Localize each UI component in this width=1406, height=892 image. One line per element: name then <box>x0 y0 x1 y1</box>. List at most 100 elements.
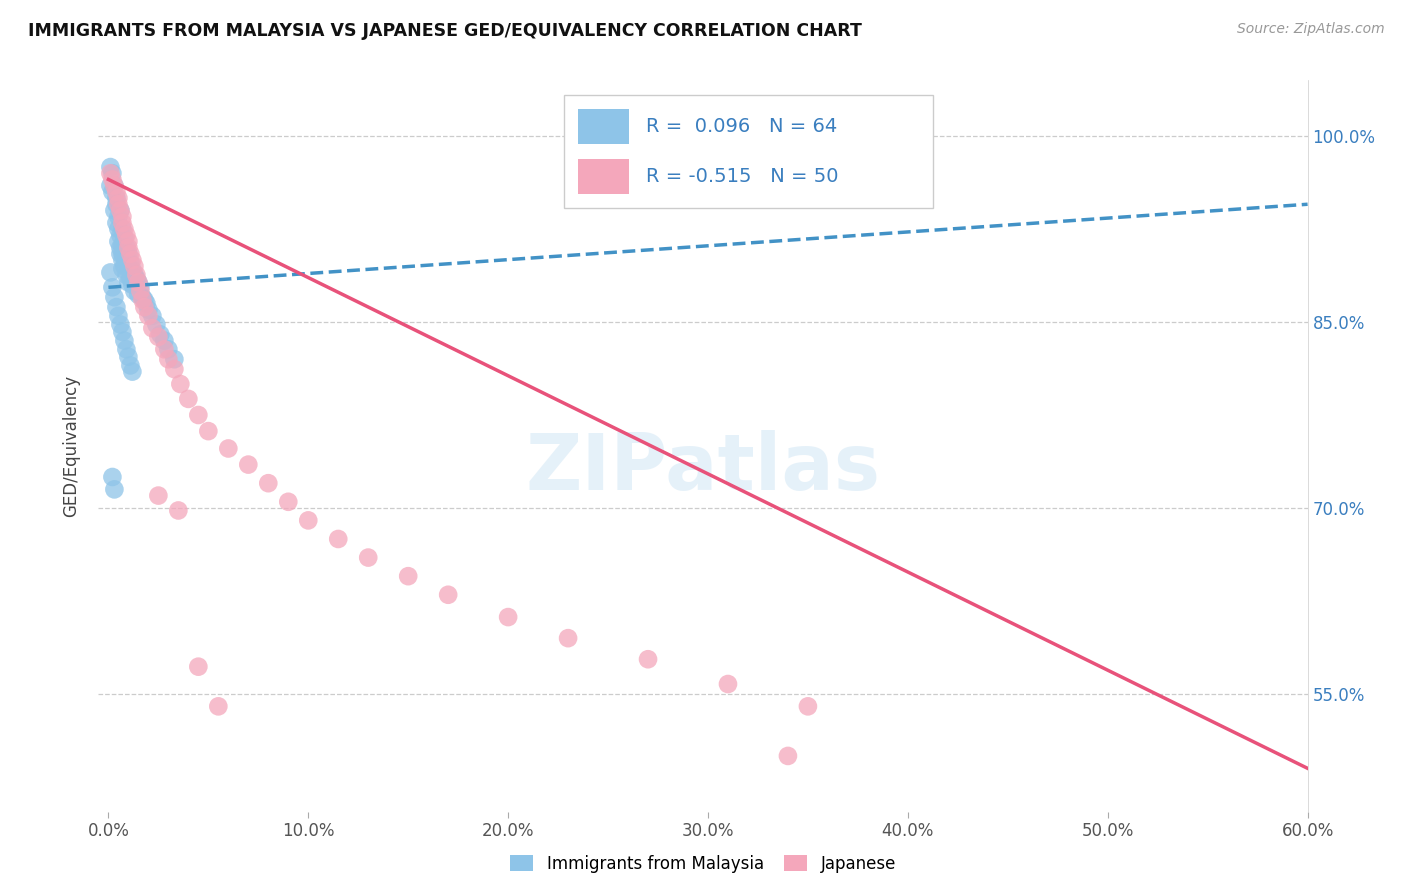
Point <box>105 185 128 199</box>
Point <box>111 253 134 268</box>
Point <box>110 203 132 218</box>
Point <box>107 222 129 236</box>
Point <box>101 280 124 294</box>
Point <box>111 222 134 236</box>
Point <box>117 350 139 364</box>
Point <box>131 290 153 304</box>
Point <box>101 470 124 484</box>
Point <box>134 300 156 314</box>
Point <box>127 276 149 290</box>
Point <box>100 160 122 174</box>
Point <box>121 365 143 379</box>
Point <box>148 489 170 503</box>
Point <box>277 495 299 509</box>
Point <box>103 483 125 497</box>
FancyBboxPatch shape <box>578 159 630 194</box>
Point <box>112 231 135 245</box>
Point <box>115 241 138 255</box>
Point <box>111 210 134 224</box>
Point <box>103 203 125 218</box>
Point <box>121 263 143 277</box>
Point <box>117 259 139 273</box>
Point <box>100 166 122 180</box>
Point <box>101 185 124 199</box>
Point <box>238 458 260 472</box>
Point <box>187 408 209 422</box>
Point <box>100 178 122 193</box>
Point <box>157 343 180 357</box>
Point <box>115 228 138 243</box>
Point <box>437 588 460 602</box>
Point <box>357 550 380 565</box>
Text: R =  0.096   N = 64: R = 0.096 N = 64 <box>647 117 838 136</box>
FancyBboxPatch shape <box>564 95 932 209</box>
Point <box>115 268 138 282</box>
Point <box>111 216 134 230</box>
Point <box>131 293 153 307</box>
Point <box>112 259 135 273</box>
Point <box>217 442 239 456</box>
Point <box>557 631 579 645</box>
Point <box>163 352 186 367</box>
Point <box>328 532 350 546</box>
Point <box>111 325 134 339</box>
Legend: Immigrants from Malaysia, Japanese: Immigrants from Malaysia, Japanese <box>503 848 903 880</box>
Point <box>167 503 190 517</box>
Point <box>153 334 176 348</box>
Point <box>396 569 419 583</box>
Point <box>100 265 122 279</box>
Point <box>134 293 156 307</box>
Point <box>121 277 143 292</box>
Point <box>110 203 132 218</box>
Point <box>125 268 148 282</box>
Point <box>117 241 139 255</box>
Point <box>110 247 132 261</box>
Point <box>157 352 180 367</box>
Point <box>297 513 319 527</box>
Point <box>129 280 152 294</box>
Point <box>110 228 132 243</box>
Point <box>177 392 200 406</box>
Point <box>111 261 134 276</box>
Point <box>496 610 519 624</box>
Point <box>101 166 124 180</box>
Point <box>135 296 157 310</box>
Text: IMMIGRANTS FROM MALAYSIA VS JAPANESE GED/EQUIVALENCY CORRELATION CHART: IMMIGRANTS FROM MALAYSIA VS JAPANESE GED… <box>28 22 862 40</box>
Text: ZIPatlas: ZIPatlas <box>526 430 880 506</box>
Text: Source: ZipAtlas.com: Source: ZipAtlas.com <box>1237 22 1385 37</box>
Point <box>257 476 280 491</box>
Point <box>124 268 146 282</box>
Point <box>103 178 125 193</box>
Point <box>145 318 167 332</box>
Y-axis label: GED/Equivalency: GED/Equivalency <box>62 375 80 517</box>
Point <box>120 247 142 261</box>
Point <box>105 197 128 211</box>
Point <box>115 253 138 268</box>
Point <box>207 699 229 714</box>
Point <box>153 343 176 357</box>
Point <box>107 210 129 224</box>
Point <box>107 309 129 323</box>
Point <box>797 699 820 714</box>
Text: R = -0.515   N = 50: R = -0.515 N = 50 <box>647 167 838 186</box>
Point <box>110 318 132 332</box>
Point <box>110 241 132 255</box>
Point <box>129 284 152 298</box>
Point <box>120 271 142 285</box>
Point <box>112 334 135 348</box>
Point <box>148 330 170 344</box>
Point <box>105 216 128 230</box>
Point <box>149 327 172 342</box>
Point <box>637 652 659 666</box>
Point <box>105 300 128 314</box>
Point <box>111 247 134 261</box>
Point <box>141 309 163 323</box>
Point <box>124 284 146 298</box>
Point <box>120 255 142 269</box>
Point <box>187 659 209 673</box>
Point <box>101 172 124 186</box>
Point <box>125 271 148 285</box>
Point <box>163 362 186 376</box>
Point <box>107 191 129 205</box>
Point <box>120 359 142 373</box>
